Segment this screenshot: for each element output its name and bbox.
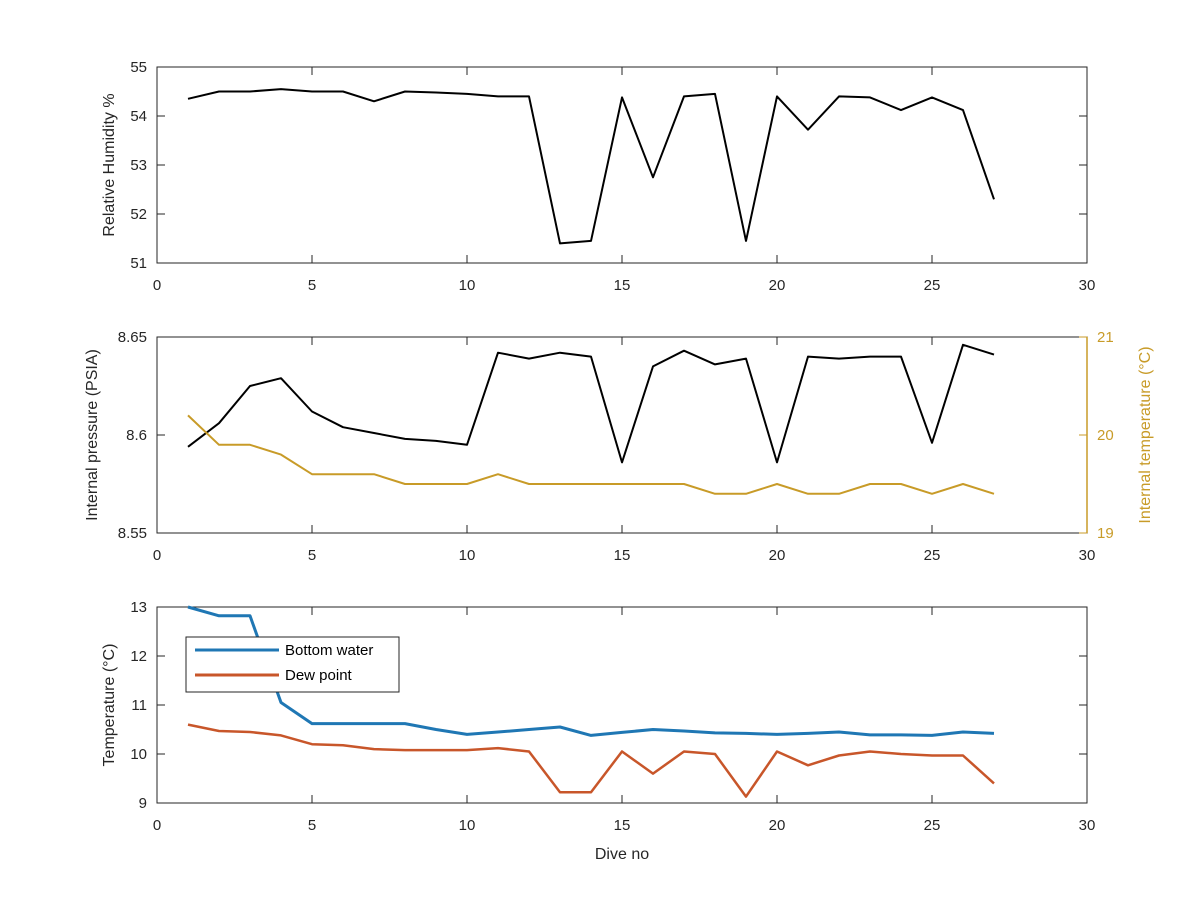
y-tick-label: 8.55 <box>118 525 147 542</box>
bottom-water-line <box>187 605 995 737</box>
pressure-panel: Internal pressure (PSIA) Internal temper… <box>84 329 1154 564</box>
y-tick-label: 54 <box>130 108 147 125</box>
x-tick-label: 5 <box>308 817 316 834</box>
y-tick-label: 10 <box>130 746 147 763</box>
x-tick-label: 30 <box>1079 277 1096 294</box>
y-tick-label: 12 <box>130 648 147 665</box>
dew-point-line <box>187 723 995 798</box>
x-tick-label: 15 <box>614 277 631 294</box>
x-tick-label: 25 <box>924 547 941 564</box>
humidity-line <box>187 88 995 245</box>
x-tick-label: 0 <box>153 547 161 564</box>
x-tick-label: 30 <box>1079 817 1096 834</box>
legend-bottom-water-label: Bottom water <box>285 642 373 659</box>
temperature-panel: Temperature (°C) Dive no Bottom water De… <box>101 599 1095 863</box>
y-tick-label: 51 <box>130 255 147 272</box>
x-tick-label: 10 <box>459 817 476 834</box>
temperature-ylabel: Temperature (°C) <box>101 644 118 767</box>
temperature-axes-box <box>156 606 1088 804</box>
y-tick-label-right: 21 <box>1097 329 1114 346</box>
y-tick-label: 52 <box>130 206 147 223</box>
y-tick-label: 55 <box>130 59 147 76</box>
x-tick-label: 25 <box>924 277 941 294</box>
x-tick-label: 20 <box>769 277 786 294</box>
internal-temperature-ylabel: Internal temperature (°C) <box>1137 346 1154 523</box>
humidity-ylabel: Relative Humidity % <box>101 93 118 236</box>
y-tick-label: 9 <box>139 795 147 812</box>
x-tick-label: 0 <box>153 817 161 834</box>
x-tick-label: 10 <box>459 277 476 294</box>
legend-dew-point-label: Dew point <box>285 667 353 684</box>
xlabel-dive-no: Dive no <box>595 846 649 863</box>
internal-temperature-line <box>187 414 995 495</box>
internal-pressure-line <box>187 343 995 464</box>
y-tick-label-right: 20 <box>1097 427 1114 444</box>
x-tick-label: 0 <box>153 277 161 294</box>
x-tick-label: 25 <box>924 817 941 834</box>
x-tick-label: 10 <box>459 547 476 564</box>
x-tick-label: 5 <box>308 277 316 294</box>
x-tick-label: 5 <box>308 547 316 564</box>
x-tick-label: 30 <box>1079 547 1096 564</box>
x-tick-label: 20 <box>769 817 786 834</box>
y-tick-label: 11 <box>131 697 147 714</box>
pressure-axes-box <box>156 336 1088 534</box>
humidity-panel: Relative Humidity % 0 5 10 15 20 25 30 51 52 53 54… <box>101 59 1095 294</box>
y-tick-label-right: 19 <box>1097 525 1114 542</box>
x-tick-label: 15 <box>614 547 631 564</box>
x-tick-label: 15 <box>614 817 631 834</box>
x-tick-label: 20 <box>769 547 786 564</box>
legend-box <box>185 636 400 693</box>
pressure-ylabel: Internal pressure (PSIA) <box>84 349 101 521</box>
y-tick-label: 8.65 <box>118 329 147 346</box>
y-tick-label: 53 <box>130 157 147 174</box>
y-tick-label: 13 <box>130 599 147 616</box>
legend: Bottom water Dew point <box>185 636 400 693</box>
y-tick-label: 8.6 <box>126 427 147 444</box>
